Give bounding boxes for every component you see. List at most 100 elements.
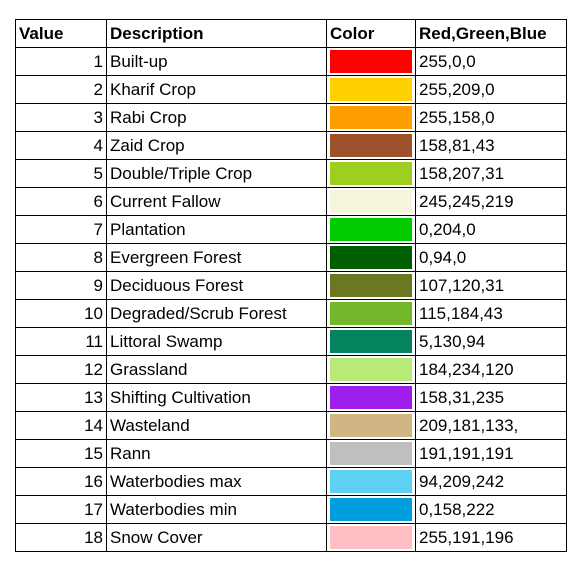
row-rgb: 184,234,120 (415, 355, 567, 384)
color-swatch (330, 302, 412, 325)
row-description: Double/Triple Crop (106, 159, 327, 188)
legend-body: 1 Built-up 255,0,0 2 Kharif Crop 255,209,0 3 Ra… (15, 47, 567, 552)
color-swatch (330, 358, 412, 381)
row-color-cell (326, 523, 416, 552)
row-rgb: 94,209,242 (415, 467, 567, 496)
table-row: 9 Deciduous Forest 107,120,31 (15, 271, 567, 300)
row-value: 12 (15, 355, 107, 384)
row-color-cell (326, 411, 416, 440)
table-row: 1 Built-up 255,0,0 (15, 47, 567, 76)
color-swatch (330, 134, 412, 157)
row-description: Littoral Swamp (106, 327, 327, 356)
row-value: 4 (15, 131, 107, 160)
row-description: Waterbodies max (106, 467, 327, 496)
row-value: 10 (15, 299, 107, 328)
table-row: 7 Plantation 0,204,0 (15, 215, 567, 244)
row-color-cell (326, 75, 416, 104)
row-color-cell (326, 47, 416, 76)
color-swatch (330, 78, 412, 101)
table-row: 16 Waterbodies max 94,209,242 (15, 467, 567, 496)
header-color: Color (326, 19, 416, 48)
row-value: 1 (15, 47, 107, 76)
table-row: 2 Kharif Crop 255,209,0 (15, 75, 567, 104)
color-swatch (330, 274, 412, 297)
table-row: 11 Littoral Swamp 5,130,94 (15, 327, 567, 356)
table-row: 3 Rabi Crop 255,158,0 (15, 103, 567, 132)
row-description: Rabi Crop (106, 103, 327, 132)
row-description: Built-up (106, 47, 327, 76)
row-color-cell (326, 439, 416, 468)
row-rgb: 245,245,219 (415, 187, 567, 216)
table-row: 8 Evergreen Forest 0,94,0 (15, 243, 567, 272)
row-description: Deciduous Forest (106, 271, 327, 300)
table-row: 15 Rann 191,191,191 (15, 439, 567, 468)
color-swatch (330, 470, 412, 493)
row-value: 9 (15, 271, 107, 300)
row-color-cell (326, 103, 416, 132)
row-color-cell (326, 159, 416, 188)
row-description: Rann (106, 439, 327, 468)
row-description: Snow Cover (106, 523, 327, 552)
row-rgb: 191,191,191 (415, 439, 567, 468)
row-description: Degraded/Scrub Forest (106, 299, 327, 328)
row-description: Evergreen Forest (106, 243, 327, 272)
row-color-cell (326, 355, 416, 384)
table-row: 10 Degraded/Scrub Forest 115,184,43 (15, 299, 567, 328)
color-swatch (330, 162, 412, 185)
row-description: Shifting Cultivation (106, 383, 327, 412)
header-rgb: Red,Green,Blue (415, 19, 567, 48)
row-value: 13 (15, 383, 107, 412)
table-row: 6 Current Fallow 245,245,219 (15, 187, 567, 216)
row-value: 15 (15, 439, 107, 468)
row-value: 14 (15, 411, 107, 440)
row-color-cell (326, 271, 416, 300)
row-rgb: 158,207,31 (415, 159, 567, 188)
row-rgb: 255,191,196 (415, 523, 567, 552)
row-value: 2 (15, 75, 107, 104)
table-row: 4 Zaid Crop 158,81,43 (15, 131, 567, 160)
color-swatch (330, 386, 412, 409)
row-rgb: 5,130,94 (415, 327, 567, 356)
row-value: 16 (15, 467, 107, 496)
row-value: 6 (15, 187, 107, 216)
color-swatch (330, 526, 412, 549)
row-value: 7 (15, 215, 107, 244)
header-value: Value (15, 19, 107, 48)
row-value: 18 (15, 523, 107, 552)
color-swatch (330, 50, 412, 73)
color-swatch (330, 106, 412, 129)
table-row: 13 Shifting Cultivation 158,31,235 (15, 383, 567, 412)
row-value: 5 (15, 159, 107, 188)
row-rgb: 0,204,0 (415, 215, 567, 244)
header-row: Value Description Color Red,Green,Blue (15, 19, 567, 48)
row-color-cell (326, 327, 416, 356)
color-swatch (330, 246, 412, 269)
land-use-legend-table: Value Description Color Red,Green,Blue 1… (15, 19, 567, 552)
row-rgb: 158,81,43 (415, 131, 567, 160)
row-color-cell (326, 215, 416, 244)
row-rgb: 209,181,133, (415, 411, 567, 440)
color-swatch (330, 330, 412, 353)
row-rgb: 107,120,31 (415, 271, 567, 300)
row-rgb: 115,184,43 (415, 299, 567, 328)
row-rgb: 255,158,0 (415, 103, 567, 132)
table-row: 18 Snow Cover 255,191,196 (15, 523, 567, 552)
row-color-cell (326, 495, 416, 524)
color-swatch (330, 498, 412, 521)
row-value: 8 (15, 243, 107, 272)
table-row: 5 Double/Triple Crop 158,207,31 (15, 159, 567, 188)
row-rgb: 255,0,0 (415, 47, 567, 76)
row-description: Zaid Crop (106, 131, 327, 160)
row-rgb: 0,158,222 (415, 495, 567, 524)
color-swatch (330, 218, 412, 241)
row-value: 11 (15, 327, 107, 356)
row-color-cell (326, 467, 416, 496)
color-swatch (330, 414, 412, 437)
row-value: 3 (15, 103, 107, 132)
row-color-cell (326, 383, 416, 412)
row-description: Plantation (106, 215, 327, 244)
row-color-cell (326, 187, 416, 216)
row-description: Waterbodies min (106, 495, 327, 524)
row-color-cell (326, 299, 416, 328)
table-row: 17 Waterbodies min 0,158,222 (15, 495, 567, 524)
